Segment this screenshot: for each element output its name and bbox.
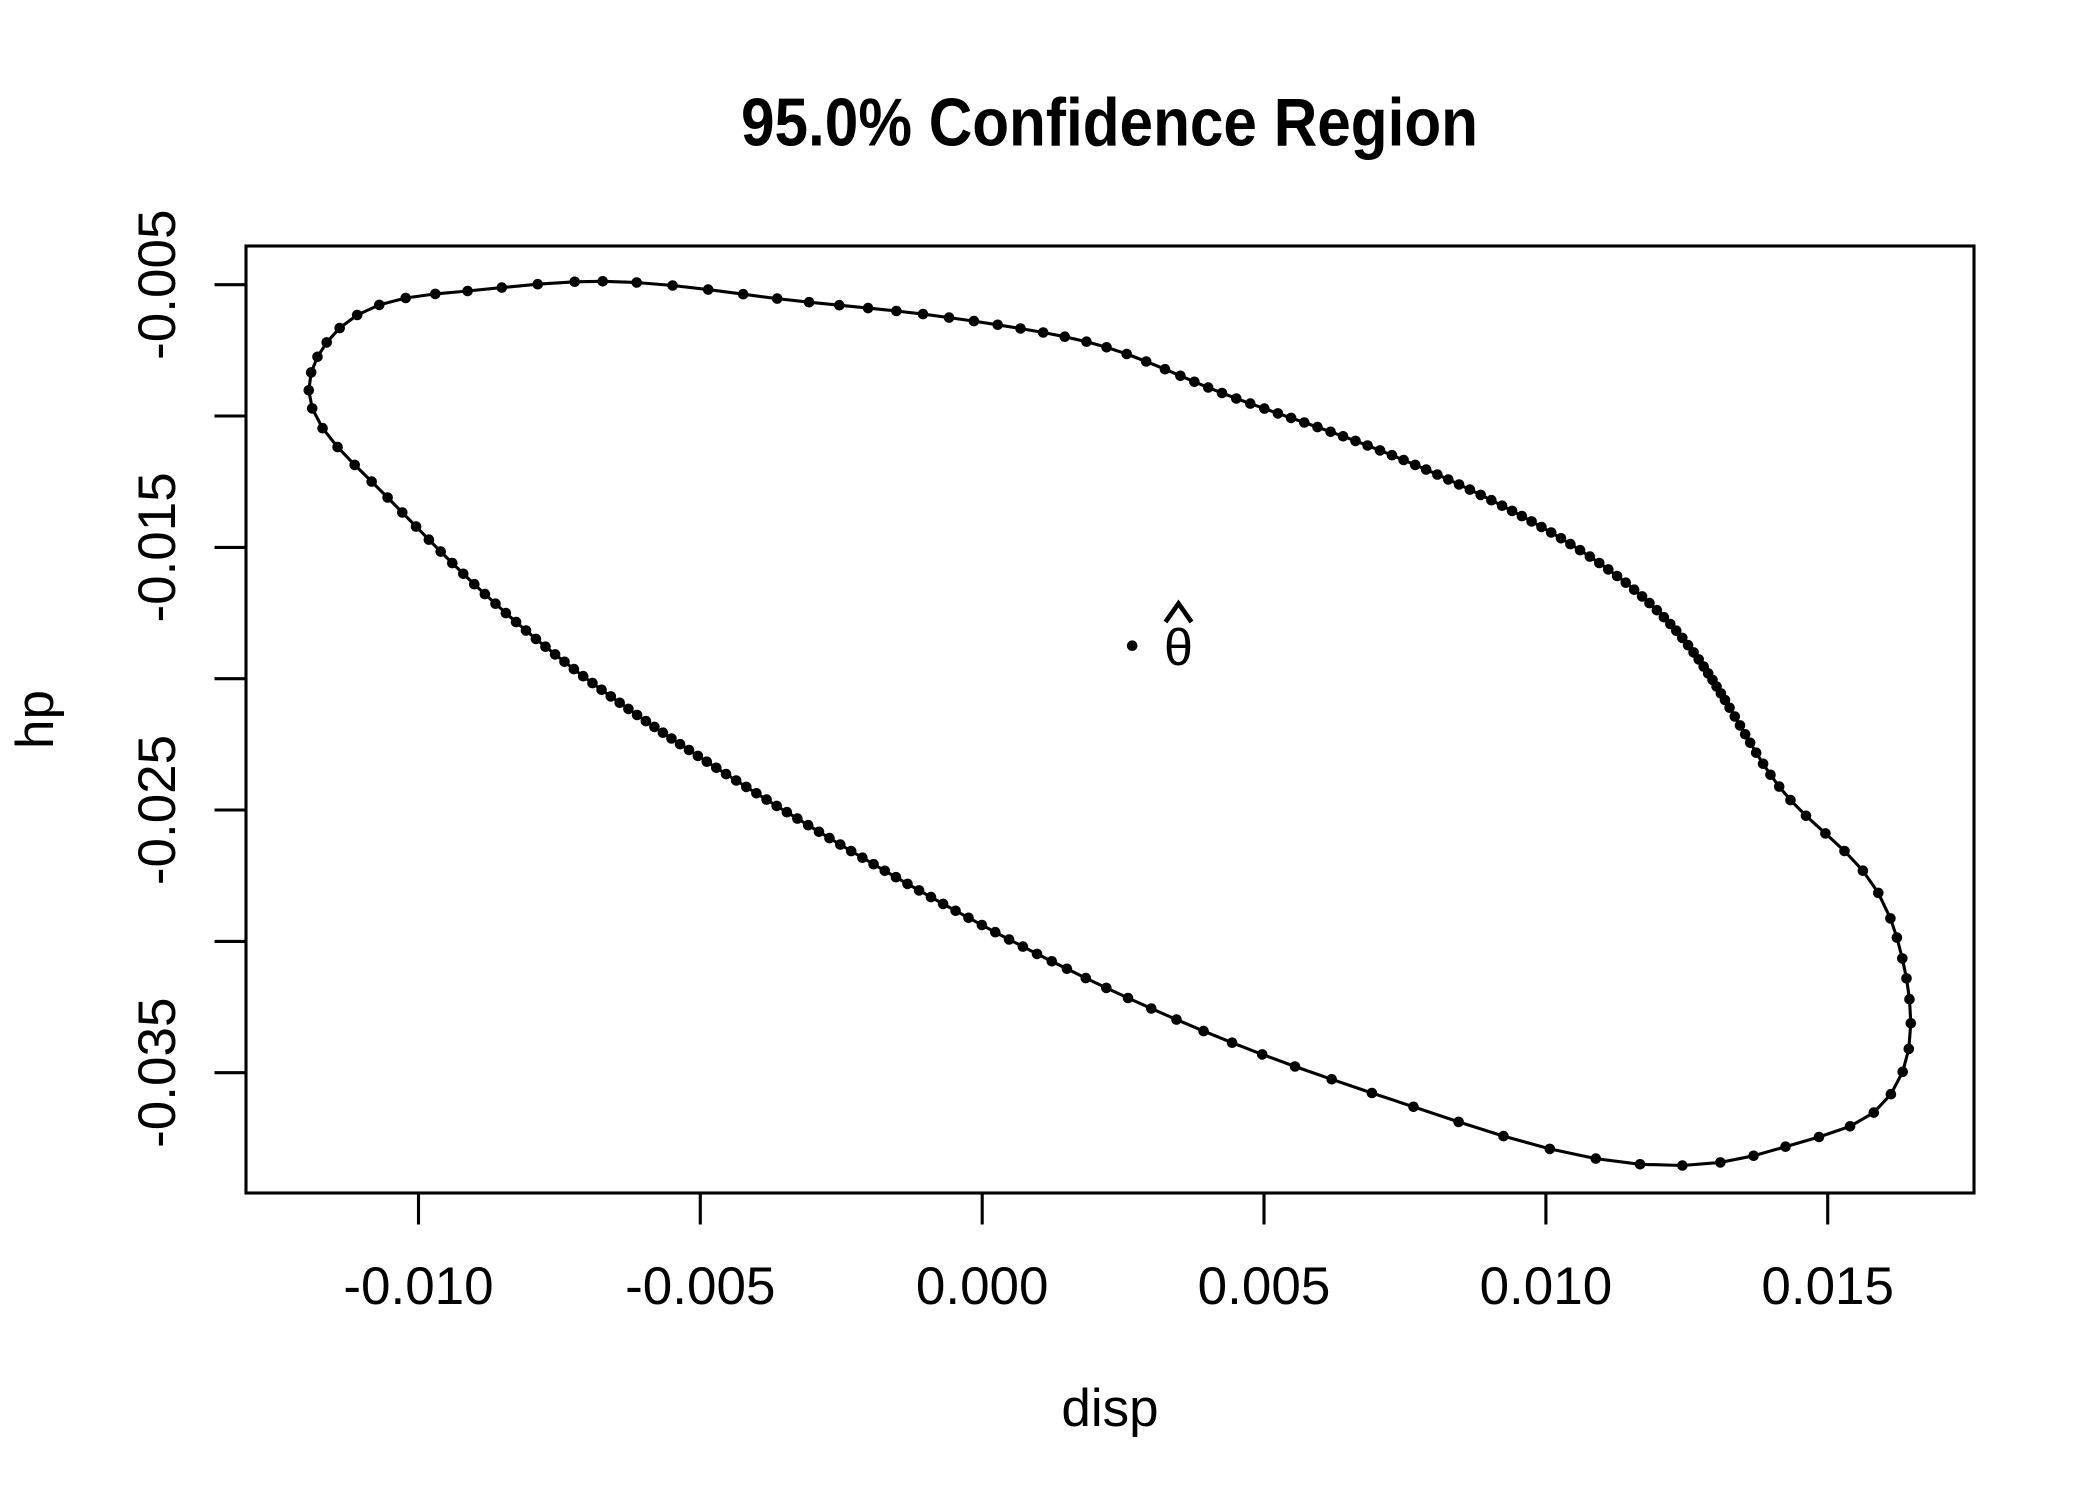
- svg-text:θ: θ: [1164, 619, 1193, 677]
- svg-text:0.005: 0.005: [1198, 1257, 1331, 1316]
- svg-text:-0.025: -0.025: [128, 735, 187, 885]
- svg-text:0.010: 0.010: [1480, 1257, 1613, 1316]
- svg-text:-0.005: -0.005: [625, 1257, 775, 1316]
- svg-text:0.000: 0.000: [916, 1257, 1049, 1316]
- svg-text:-0.005: -0.005: [128, 210, 187, 360]
- svg-text:-0.015: -0.015: [128, 472, 187, 622]
- svg-text:95.0% Confidence Region: 95.0% Confidence Region: [741, 85, 1478, 161]
- svg-text:disp: disp: [1061, 1379, 1158, 1438]
- svg-text:0.015: 0.015: [1761, 1257, 1894, 1316]
- svg-text:-0.035: -0.035: [128, 998, 187, 1148]
- svg-text:-0.010: -0.010: [343, 1257, 493, 1316]
- svg-text:hp: hp: [6, 690, 65, 749]
